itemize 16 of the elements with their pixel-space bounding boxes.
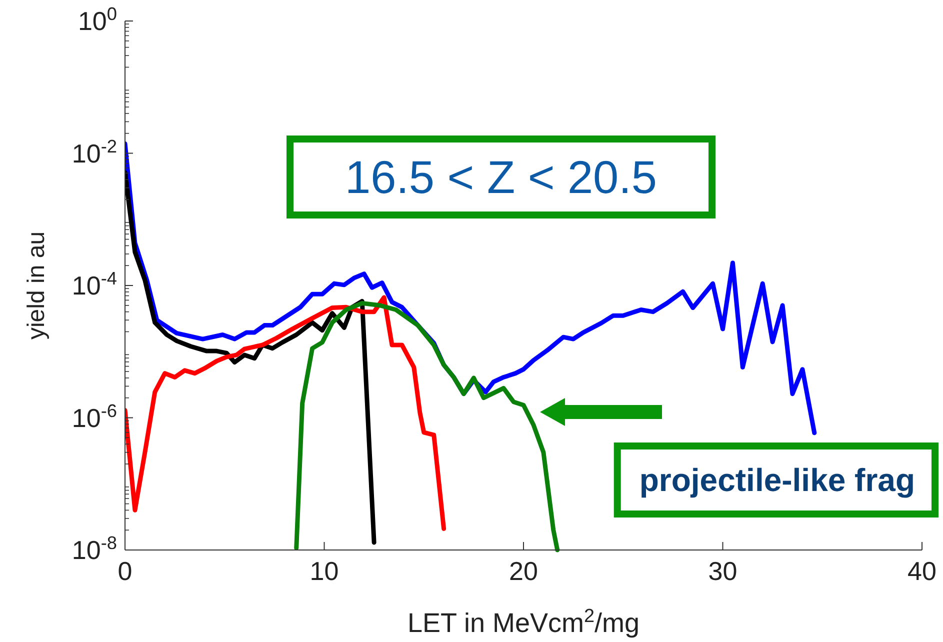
- annotation: 16.5 < Z < 20.5: [344, 151, 658, 204]
- x-axis-title: LET in MeVcm$^{2}$/mg: [407, 606, 640, 638]
- y-tick-label: 10$^{-6}$: [72, 400, 117, 433]
- annotation: projectile-like frag: [639, 462, 915, 498]
- x-tick-label: 20: [509, 556, 538, 586]
- y-tick-label: 10$^{0}$: [78, 4, 117, 36]
- y-tick-label: 10$^{-2}$: [72, 136, 117, 168]
- y-tick-label: 10$^{-8}$: [72, 533, 117, 566]
- y-axis-title: yield in au: [23, 231, 50, 340]
- x-tick-label: 0: [118, 556, 132, 586]
- line-series: [294, 300, 560, 552]
- line-series: [125, 295, 446, 531]
- x-tick-label: 40: [908, 556, 936, 586]
- x-tick-label: 10: [310, 556, 339, 586]
- y-tick-label: 10$^{-4}$: [72, 268, 117, 301]
- x-tick-label: 30: [708, 556, 738, 586]
